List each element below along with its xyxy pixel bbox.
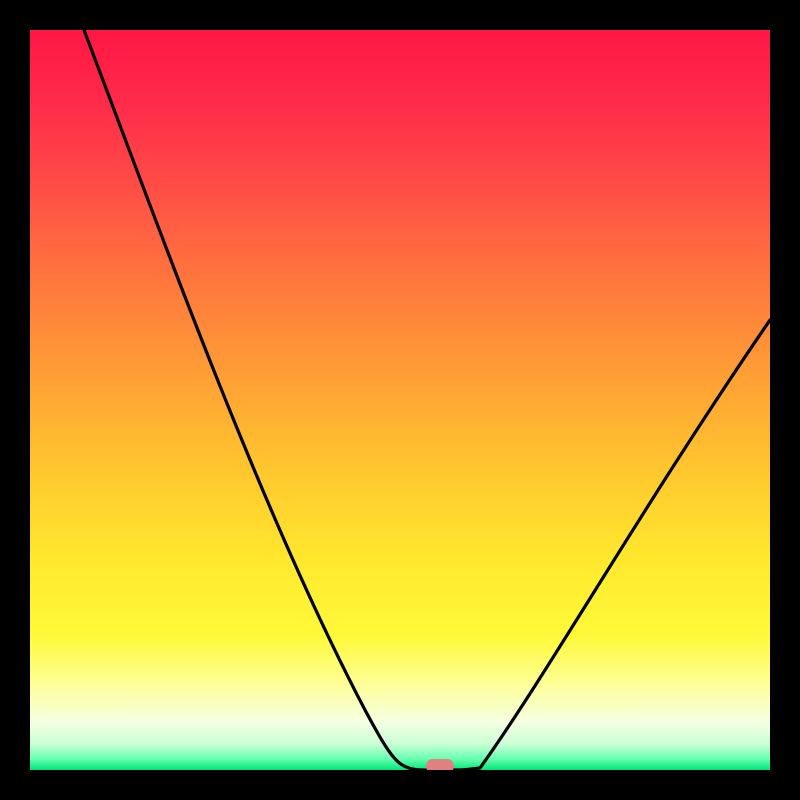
plot-area [30, 30, 770, 770]
chart-stage: TheBottleneck.com [0, 0, 800, 800]
curve-path [84, 30, 770, 770]
optimal-marker [426, 759, 454, 770]
bottleneck-curve [30, 30, 770, 770]
plot-inner [30, 30, 770, 770]
marker-pill [426, 759, 454, 770]
